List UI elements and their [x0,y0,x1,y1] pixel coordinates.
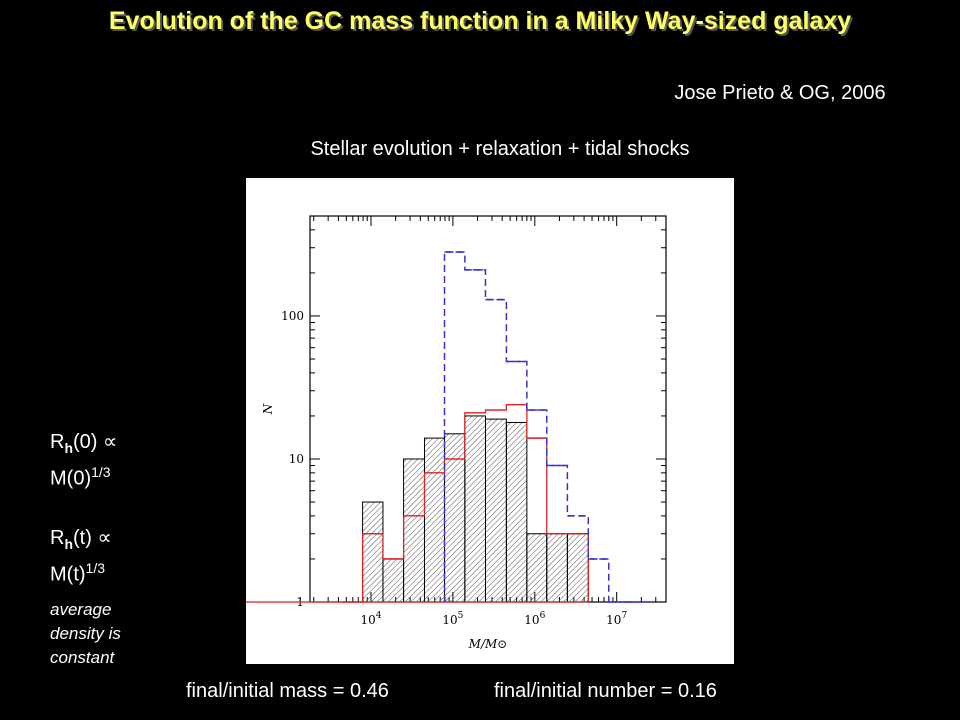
hatched-bar [484,418,507,603]
rh0-relation: Rh(0) ∝ M(0)1/3 [50,430,170,491]
rht-symbol: R [50,527,65,549]
x-tick-label: 107 [606,611,627,627]
histogram-panel: 104 105 106 107 1 10 100 M/M⊙ N [246,178,734,664]
rht-subscript: h [64,536,74,552]
hatched-bar [566,533,589,603]
mass-ratio-text: final/initial mass = 0.46 [186,680,389,702]
hatched-bar [362,501,384,603]
slide-credit: Jose Prieto & OG, 2006 [674,82,886,104]
hatched-bar [464,415,486,603]
hatched-bar [382,558,405,603]
slide-subtitle: Stellar evolution + relaxation + tidal s… [310,138,690,160]
x-tick-label: 106 [524,611,545,627]
hatched-bar [505,421,528,603]
y-tick-label: 10 [289,452,304,466]
rht-relation: Rh(t) ∝ M(t)1/3 [50,526,170,587]
number-ratio-text: final/initial number = 0.16 [494,680,717,702]
y-axis-label: N [261,403,275,415]
x-tick-label: 105 [442,611,463,627]
rh0-exponent: 1/3 [91,464,111,480]
rh0-expression: (0) ∝ M(0) [50,431,118,490]
hatched-bar [403,458,425,603]
hatched-bar [546,533,568,603]
rht-exponent: 1/3 [85,560,106,576]
rh0-symbol: R [50,431,65,453]
y-tick-label: 100 [281,309,304,323]
hatched-bar [526,533,548,603]
density-note: average density is constant [50,600,121,667]
hatched-bar [423,437,446,603]
x-axis-label: M/M⊙ [468,637,508,651]
rht-expression: (t) ∝ M(t) [50,527,112,586]
slide-title: Evolution of the GC mass function in a M… [108,7,852,35]
x-tick-label: 104 [360,611,381,627]
rh0-subscript: h [64,440,74,456]
blue-histogram-outline [443,251,650,603]
